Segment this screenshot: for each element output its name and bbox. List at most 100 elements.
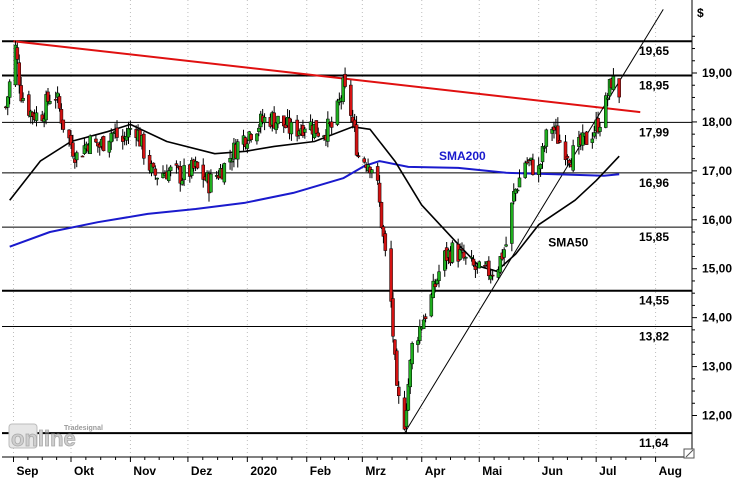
candle-body — [121, 135, 125, 142]
candle-body — [592, 132, 596, 137]
candle-body — [343, 73, 347, 87]
y-tick-label: 17,00 — [702, 164, 732, 178]
candle-body — [153, 168, 158, 176]
candle-body — [222, 163, 227, 183]
y-tick-label: 19,00 — [702, 66, 732, 80]
candle-body — [362, 158, 366, 163]
candles — [4, 40, 621, 434]
candle-body — [245, 143, 250, 149]
candle-body — [236, 141, 240, 160]
candle-body — [418, 325, 422, 341]
level-label: 17,99 — [639, 125, 669, 139]
candle-body — [538, 163, 543, 170]
x-tick-label: Feb — [310, 464, 331, 478]
candle-body — [94, 138, 98, 143]
candle-body — [504, 244, 508, 247]
candle-body — [329, 121, 334, 128]
candle-body — [101, 136, 106, 152]
resistance-trendline — [13, 40, 641, 114]
x-tick-label: 2020 — [250, 464, 277, 478]
candle-body — [611, 76, 616, 91]
candle-body — [523, 162, 527, 178]
candle-body — [395, 350, 399, 386]
candle-body — [515, 189, 520, 192]
candle-body — [34, 112, 39, 121]
candle-body — [498, 256, 503, 273]
moving-averages — [9, 123, 620, 273]
y-axis-unit: $ — [697, 6, 704, 20]
candle-body — [180, 180, 184, 185]
candle-body — [525, 161, 529, 164]
candle-body — [27, 94, 31, 116]
candle-body — [558, 140, 562, 143]
support-trendline — [404, 9, 664, 434]
candle-body — [13, 44, 18, 86]
candle-body — [15, 47, 20, 60]
candle-body — [109, 132, 113, 143]
candle-body — [423, 316, 428, 320]
level-label: 11,64 — [639, 436, 669, 450]
logo-small: Tradesignal — [64, 425, 103, 432]
candle-body — [46, 91, 50, 102]
candle-body — [151, 162, 156, 168]
level-label: 14,55 — [639, 294, 669, 308]
candle-body — [483, 264, 487, 267]
candle-body — [257, 127, 261, 132]
candle-body — [416, 340, 420, 345]
x-tick-label: Jun — [542, 464, 563, 478]
candle-body — [326, 118, 330, 142]
candle-body — [510, 202, 514, 244]
candle-body — [115, 127, 119, 138]
candle-body — [567, 159, 572, 164]
candle-body — [349, 84, 353, 116]
candle-body — [201, 164, 205, 180]
candle-body — [404, 410, 409, 427]
candle-body — [6, 96, 10, 108]
candle-body — [571, 145, 575, 171]
candle-body — [605, 97, 610, 100]
candle-body — [88, 135, 92, 155]
candle-body — [7, 81, 12, 98]
x-tick-label: Nov — [133, 464, 156, 478]
candle-body — [397, 386, 401, 397]
candle-body — [462, 251, 466, 259]
candle-body — [341, 77, 345, 102]
trendlines — [13, 9, 664, 434]
annotations: SMA200 SMA50 — [439, 149, 589, 250]
candle-body — [565, 156, 570, 159]
candle-body — [168, 166, 173, 171]
candle-body — [502, 249, 506, 258]
candle-body — [249, 134, 253, 140]
level-labels: 19,65 18,95 17,99 16,96 15,85 14,55 13,82 11,64 — [639, 44, 669, 450]
candle-body — [17, 62, 21, 86]
candle-body — [61, 119, 66, 130]
candle-body — [460, 249, 464, 251]
candle-body — [458, 249, 462, 260]
candle-body — [490, 274, 495, 277]
candle-body — [604, 95, 608, 128]
candle-body — [262, 117, 267, 123]
candle-body — [544, 129, 549, 147]
candle-body — [406, 384, 411, 411]
candle-body — [178, 165, 182, 184]
candle-body — [107, 140, 112, 153]
y-tick-label: 16,00 — [702, 213, 732, 227]
candle-body — [335, 100, 340, 125]
candle-body — [383, 233, 388, 251]
candle-body — [230, 160, 234, 163]
candle-body — [487, 260, 491, 277]
x-tick-label: Okt — [74, 464, 94, 478]
candle-body — [142, 133, 146, 159]
level-label: 18,95 — [639, 78, 669, 92]
level-label: 15,85 — [639, 230, 669, 244]
x-tick-label: Dez — [191, 464, 212, 478]
candle-body — [563, 141, 568, 160]
resize-grip-icon[interactable] — [683, 448, 695, 459]
candle-body — [391, 298, 395, 337]
candle-body — [408, 359, 412, 388]
candle-body — [471, 258, 476, 266]
candle-body — [21, 98, 25, 101]
candle-body — [174, 163, 179, 166]
tradesignal-logo: online Tradesignal — [8, 423, 103, 451]
candle-body — [209, 173, 213, 193]
